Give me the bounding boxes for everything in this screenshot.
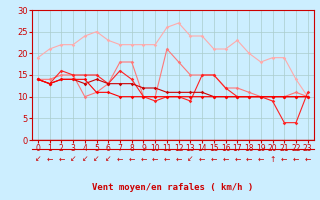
Text: ←: ←	[129, 154, 135, 164]
Text: ←: ←	[222, 154, 229, 164]
Text: ↑: ↑	[269, 154, 276, 164]
Text: ↙: ↙	[70, 154, 76, 164]
Text: ←: ←	[199, 154, 205, 164]
Text: ←: ←	[164, 154, 170, 164]
Text: ←: ←	[246, 154, 252, 164]
Text: ↙: ↙	[105, 154, 111, 164]
Text: ←: ←	[175, 154, 182, 164]
Text: ←: ←	[140, 154, 147, 164]
Text: ↙: ↙	[93, 154, 100, 164]
Text: ←: ←	[258, 154, 264, 164]
Text: ←: ←	[234, 154, 241, 164]
Text: ←: ←	[117, 154, 123, 164]
Text: ↙: ↙	[82, 154, 88, 164]
Text: ↙: ↙	[35, 154, 41, 164]
Text: ←: ←	[211, 154, 217, 164]
Text: ←: ←	[46, 154, 53, 164]
Text: ←: ←	[152, 154, 158, 164]
Text: ←: ←	[281, 154, 287, 164]
Text: ←: ←	[58, 154, 65, 164]
Text: ←: ←	[293, 154, 299, 164]
Text: ←: ←	[305, 154, 311, 164]
Text: ↙: ↙	[187, 154, 194, 164]
Text: Vent moyen/en rafales ( km/h ): Vent moyen/en rafales ( km/h )	[92, 183, 253, 192]
